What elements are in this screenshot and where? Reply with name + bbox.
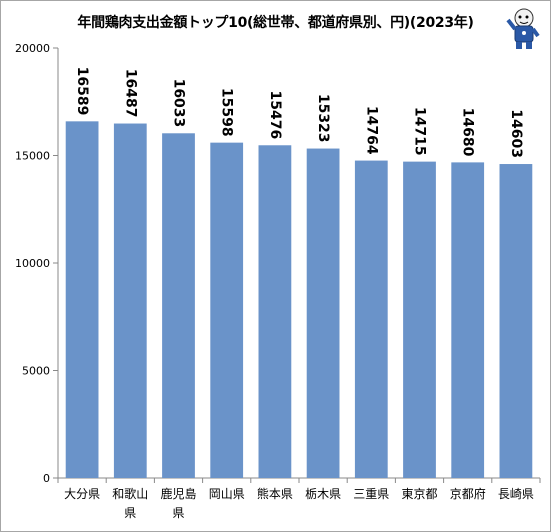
x-tick-label: 熊本県 bbox=[257, 486, 293, 501]
bar bbox=[162, 133, 195, 478]
bar bbox=[65, 121, 99, 479]
data-label: 16033 bbox=[171, 79, 187, 128]
bar bbox=[210, 142, 244, 478]
x-tick-label: 和歌山 bbox=[112, 486, 148, 501]
x-tick-label: 県 bbox=[124, 506, 136, 520]
y-tick-label: 20000 bbox=[15, 42, 50, 55]
x-tick-label: 栃木県 bbox=[305, 487, 341, 501]
x-tick-label: 鹿児島 bbox=[160, 486, 196, 501]
y-tick-label: 0 bbox=[43, 472, 50, 485]
mascot-icon bbox=[506, 8, 540, 49]
x-tick-label: 長崎県 bbox=[498, 487, 534, 501]
x-tick-label: 三重県 bbox=[353, 487, 389, 501]
data-label: 16589 bbox=[74, 67, 90, 116]
data-label: 16487 bbox=[122, 69, 138, 118]
bar bbox=[451, 162, 485, 478]
data-label: 14715 bbox=[412, 107, 428, 156]
bar bbox=[306, 148, 340, 479]
data-label: 14764 bbox=[363, 106, 379, 155]
bar bbox=[258, 145, 292, 479]
data-label: 14680 bbox=[460, 108, 476, 157]
x-tick-label: 京都府 bbox=[450, 486, 486, 501]
bar bbox=[403, 161, 436, 478]
data-label: 15598 bbox=[219, 88, 235, 137]
x-tick-label: 大分県 bbox=[64, 487, 100, 501]
x-tick-label: 岡山県 bbox=[209, 487, 245, 501]
y-tick-label: 5000 bbox=[22, 365, 50, 378]
data-label: 15323 bbox=[315, 94, 331, 143]
data-label: 15476 bbox=[267, 91, 283, 140]
x-tick-label: 県 bbox=[172, 506, 184, 520]
bar bbox=[354, 160, 388, 478]
chart-title: 年間鶏肉支出金額トップ10(総世帯、都道府県別、円)(2023年) bbox=[77, 15, 474, 31]
bar bbox=[113, 123, 147, 478]
data-label: 14603 bbox=[508, 109, 524, 158]
x-tick-label: 東京都 bbox=[401, 487, 437, 501]
y-tick-label: 15000 bbox=[15, 150, 50, 163]
bar bbox=[499, 164, 533, 478]
y-tick-label: 10000 bbox=[15, 257, 50, 270]
